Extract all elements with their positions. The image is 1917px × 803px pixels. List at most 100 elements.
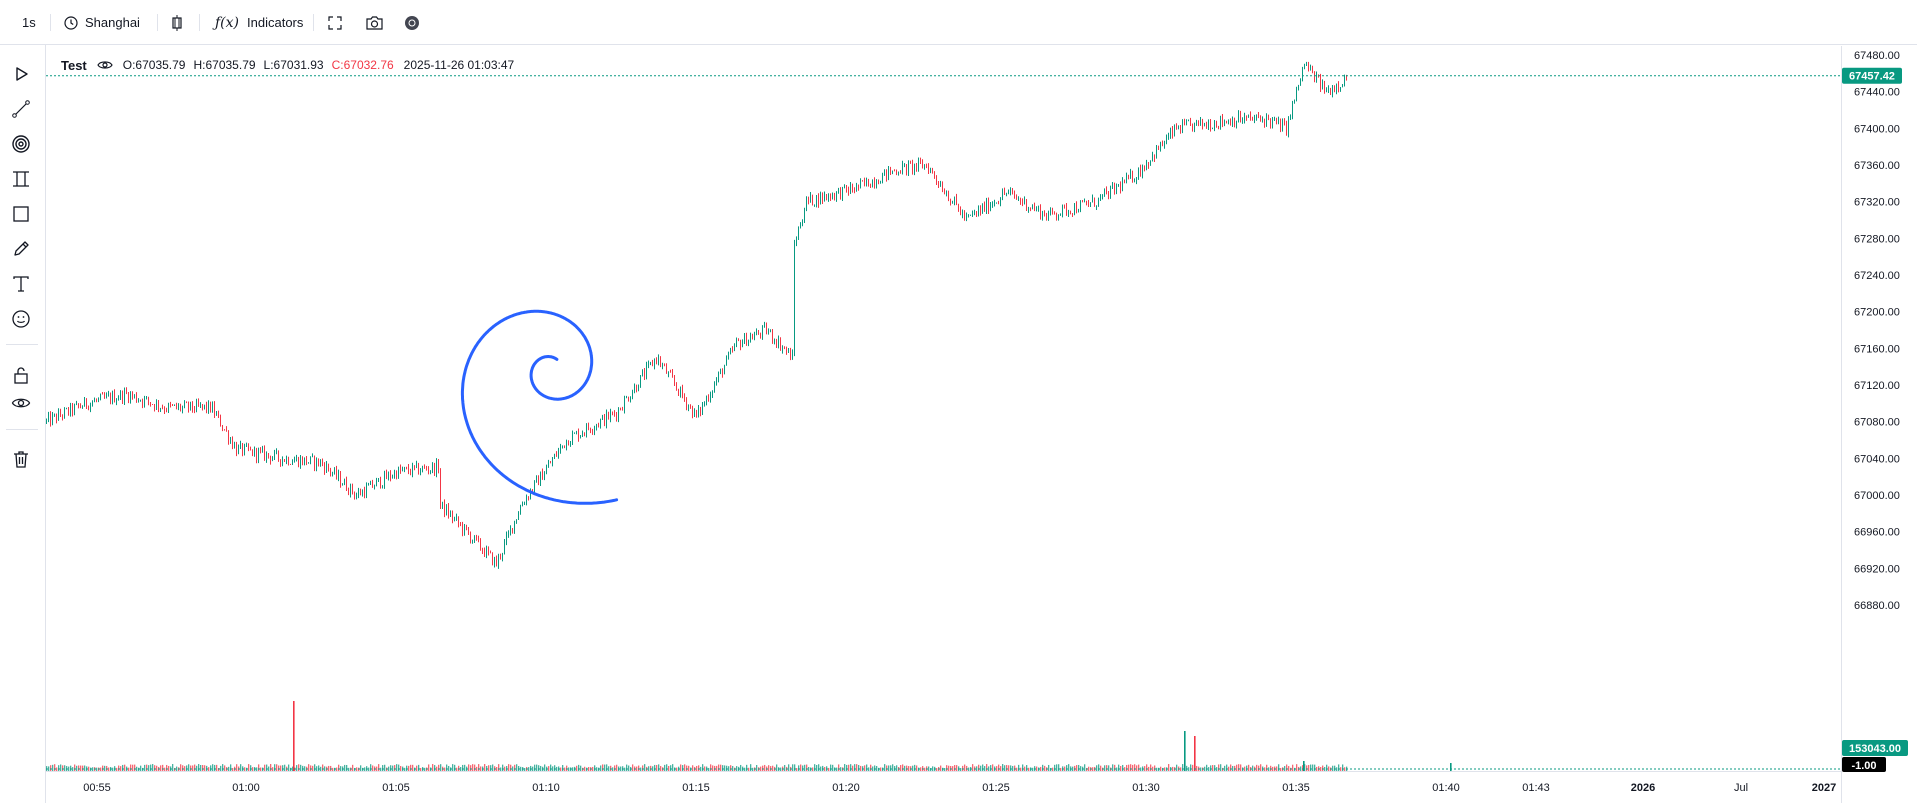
volume-bar <box>1208 767 1210 771</box>
volume-bar <box>950 765 952 771</box>
price-chart[interactable]: 67480.00 67440.00 67400.00 67360.00 67320.00… <box>46 46 1917 803</box>
snapshot-button[interactable] <box>366 0 383 45</box>
volume-bar <box>70 765 72 771</box>
hide-drawings-button[interactable] <box>5 387 37 419</box>
brush-tool-button[interactable] <box>5 233 37 265</box>
volume-bar <box>474 764 476 771</box>
volume-bar <box>744 767 746 771</box>
volume-bar <box>696 765 698 771</box>
volume-value-label: 153043.00 <box>1849 743 1901 755</box>
volume-bar <box>212 764 214 771</box>
volume-bar <box>210 765 212 771</box>
time-tick-label: 01:40 <box>1432 782 1460 794</box>
volume-bar <box>428 764 430 771</box>
volume-bar <box>588 766 590 771</box>
volume-bar <box>798 765 800 771</box>
volume-bar <box>292 766 294 771</box>
volume-bar <box>280 765 282 771</box>
trash-icon <box>14 451 28 468</box>
time-axis[interactable]: 00:55 01:00 01:05 01:10 01:15 01:20 01:25 01:30… <box>83 782 1836 794</box>
volume-bar <box>1256 764 1258 771</box>
emoji-tool-button[interactable] <box>5 303 37 335</box>
volume-bar <box>390 765 392 771</box>
volume-bar <box>322 764 324 771</box>
volume-bar <box>1182 764 1184 771</box>
volume-bar <box>578 764 580 771</box>
price-tick-label: 67080.00 <box>1854 417 1900 429</box>
volume-bar <box>916 765 918 771</box>
remove-drawings-button[interactable] <box>5 443 37 475</box>
volume-bar <box>748 767 750 771</box>
volume-bar <box>378 764 380 771</box>
fibonacci-spiral-drawing[interactable] <box>460 309 619 505</box>
volume-bar <box>672 764 674 771</box>
lock-drawings-button[interactable] <box>5 359 37 391</box>
price-axis[interactable]: 67480.00 67440.00 67400.00 67360.00 67320.00… <box>1854 50 1900 612</box>
volume-bar <box>820 766 822 771</box>
volume-bar <box>780 767 782 771</box>
cursor-tool-button[interactable] <box>5 58 37 90</box>
interval-label: 1s <box>22 15 36 30</box>
volume-bar <box>224 765 226 771</box>
volume-bar <box>440 764 442 771</box>
volume-bar <box>304 766 306 771</box>
volume-bar <box>1134 764 1136 771</box>
volume-bar <box>1112 764 1114 771</box>
volume-bar <box>980 765 982 771</box>
fullscreen-button[interactable] <box>328 0 342 45</box>
visibility-toggle[interactable] <box>97 59 113 71</box>
volume-bar <box>120 766 122 771</box>
volume-bar <box>176 766 178 771</box>
volume-bar <box>122 764 124 771</box>
volume-bar <box>1270 765 1272 771</box>
volume-bar <box>1032 767 1034 771</box>
volume-bar <box>1068 764 1070 771</box>
volume-bar <box>64 765 66 771</box>
bar-style-button[interactable] <box>170 0 184 45</box>
volume-bar <box>266 764 268 771</box>
volume-bar <box>602 764 604 771</box>
timezone-button[interactable]: Shanghai <box>64 0 140 45</box>
volume-bar <box>476 766 478 771</box>
time-tick-label: 01:10 <box>532 782 560 794</box>
volume-bar <box>144 764 146 771</box>
text-tool-button[interactable] <box>5 268 37 300</box>
volume-bar <box>1008 765 1010 771</box>
drawing-toolbar <box>0 45 46 803</box>
current-price-badge: 67457.42 <box>1842 67 1902 84</box>
volume-bar <box>688 765 690 771</box>
volume-bar <box>1040 766 1042 771</box>
interval-button[interactable]: 1s <box>22 0 36 45</box>
spiral-tool-button[interactable] <box>5 128 37 160</box>
volume-bar <box>902 764 904 771</box>
volume-bar <box>1122 764 1124 771</box>
volume-bar <box>1146 764 1148 771</box>
volume-bar <box>1296 764 1298 771</box>
price-tick-label: 67120.00 <box>1854 380 1900 392</box>
volume-bar <box>48 766 50 771</box>
volume-bar <box>458 765 460 771</box>
volume-spike <box>1450 763 1452 771</box>
trendline-tool-button[interactable] <box>5 93 37 125</box>
shape-tool-button[interactable] <box>5 198 37 230</box>
volume-bar <box>50 765 52 771</box>
indicators-button[interactable]: ƒ(x) Indicators <box>215 0 303 45</box>
volume-bar <box>1306 765 1308 771</box>
volume-bar <box>584 766 586 771</box>
volume-bar <box>654 764 656 771</box>
volume-bar <box>530 765 532 771</box>
volume-bar <box>606 764 608 771</box>
volume-bar <box>990 765 992 771</box>
volume-bar <box>712 765 714 771</box>
volume-bar <box>54 764 56 771</box>
volume-bar <box>240 764 242 771</box>
volume-bar <box>194 764 196 771</box>
volume-bar <box>232 767 234 771</box>
volume-bar <box>1204 766 1206 771</box>
volume-bar <box>84 765 86 771</box>
volume-bar <box>764 764 766 771</box>
theme-button[interactable] <box>404 0 420 45</box>
pattern-tool-button[interactable] <box>5 163 37 195</box>
volume-bar <box>380 767 382 771</box>
volume-bar <box>864 765 866 771</box>
